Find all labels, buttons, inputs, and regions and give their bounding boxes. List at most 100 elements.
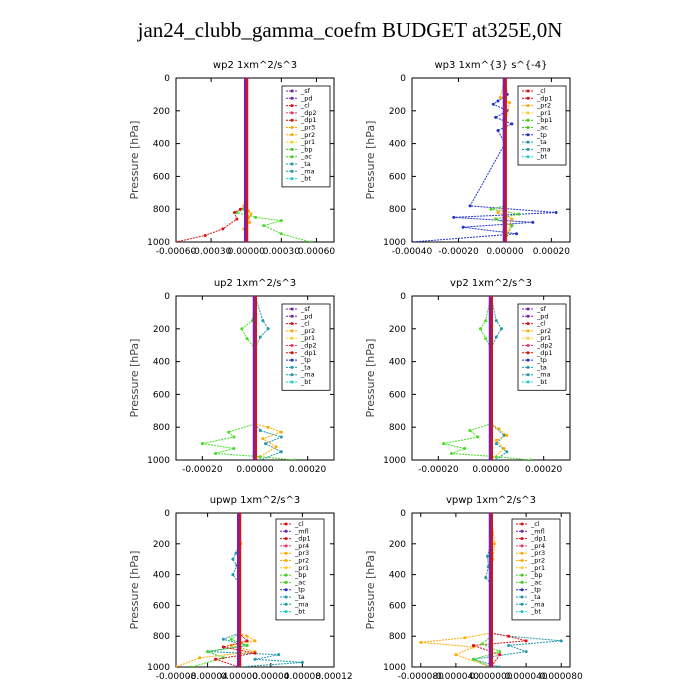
y-tick-label: 1000 xyxy=(383,456,406,466)
data-point xyxy=(468,428,472,432)
panel-title: vp2 1xm^2/s^3 xyxy=(450,278,532,289)
data-point xyxy=(484,337,488,341)
x-tick-label: 0.00008 xyxy=(284,672,321,682)
data-point xyxy=(309,240,313,242)
data-point xyxy=(261,319,265,323)
legend-marker xyxy=(284,529,288,533)
y-tick-label: 0 xyxy=(400,74,406,84)
data-point xyxy=(493,542,497,546)
series-group xyxy=(176,78,313,242)
legend-marker xyxy=(290,169,294,173)
legend-label: _pr2 xyxy=(300,131,315,139)
legend: _cl_dp1_pr2_pr1_bp1_ac_tp_ta_ma_bt xyxy=(517,85,567,166)
y-tick-label: 200 xyxy=(153,325,170,335)
legend-label: _bt xyxy=(530,608,541,616)
data-point xyxy=(502,433,506,437)
y-axis-label: Pressure [hPa] xyxy=(364,121,377,200)
legend-label: _cl xyxy=(536,320,546,328)
data-point xyxy=(258,458,262,460)
legend: _sf_pd_cl_dp2_dp1_pr3_pr2_pr1_bp_ac_ta_m… xyxy=(281,85,331,188)
data-point xyxy=(176,665,178,667)
data-point xyxy=(450,451,453,455)
legend-marker xyxy=(290,96,294,100)
x-tick-label: 0.00012 xyxy=(315,672,352,682)
data-point xyxy=(510,224,514,228)
legend-marker xyxy=(290,336,294,340)
data-point xyxy=(419,640,423,644)
legend: _cl_mfl_dp1_pr4_pr3_pr2_pr1_bp_ac_tp_ta_… xyxy=(275,518,325,621)
legend-label: _pr4 xyxy=(294,542,309,550)
legend-marker xyxy=(290,314,294,318)
legend-box xyxy=(281,303,331,391)
legend-label: _sf xyxy=(536,305,547,313)
legend-label: _dp1 xyxy=(300,116,317,124)
legend-marker xyxy=(526,140,530,144)
legend-marker xyxy=(526,322,530,326)
legend-label: _ma xyxy=(300,371,315,379)
x-tick-label: 0.00020 xyxy=(533,247,570,257)
data-point xyxy=(245,643,249,647)
x-tick-label: -0.00040 xyxy=(392,247,433,257)
legend-marker xyxy=(284,522,288,526)
y-tick-label: 800 xyxy=(389,632,406,642)
legend-label: _ma xyxy=(294,600,309,608)
data-point xyxy=(554,210,558,214)
y-axis-label: Pressure [hPa] xyxy=(364,339,377,418)
y-tick-label: 600 xyxy=(389,601,406,611)
data-point xyxy=(461,225,465,229)
y-tick-label: 600 xyxy=(389,390,406,400)
panel-3: up2 1xm^2/s^3 Pressure [hPa] 0 200 400 600 800… xyxy=(128,278,335,475)
legend-label: _dp1 xyxy=(300,349,317,357)
legend-marker xyxy=(526,351,530,355)
x-tick-label: 0.00020 xyxy=(525,465,562,475)
legend: _sf_pd_cl_pr2_pr1_dp2_dp1_tp_ta_ma_bt xyxy=(281,303,331,391)
legend-label: _dp1 xyxy=(294,535,311,543)
y-tick-label: 800 xyxy=(153,423,170,433)
y-tick-label: 400 xyxy=(153,571,170,581)
y-tick-label: 200 xyxy=(153,540,170,550)
data-point xyxy=(507,634,511,638)
legend-marker xyxy=(520,566,524,570)
data-point xyxy=(235,217,239,221)
data-point xyxy=(293,458,296,460)
x-tick-label: 0.00030 xyxy=(263,247,300,257)
data-point xyxy=(559,639,563,643)
panel-2: wp3 1xm^{3} s^{-4} Pressure [hPa] 0 200 400 6… xyxy=(364,60,571,257)
data-point xyxy=(484,319,488,323)
legend-marker xyxy=(520,537,524,541)
data-point xyxy=(198,656,202,660)
data-point xyxy=(485,554,489,558)
y-tick-label: 1000 xyxy=(147,238,170,248)
legend-label: _ma xyxy=(536,371,551,379)
legend-marker xyxy=(290,351,294,355)
legend-marker xyxy=(290,104,294,108)
legend-label: _pr1 xyxy=(300,334,315,342)
y-tick-label: 400 xyxy=(389,571,406,581)
y-tick-label: 400 xyxy=(153,358,170,368)
figure-title: jan24_clubb_gamma_coefm BUDGET at325E,0N xyxy=(137,18,563,42)
series-group xyxy=(419,513,563,667)
series-group xyxy=(176,513,304,667)
legend-label: _ma xyxy=(536,145,551,153)
series-line-dp2 xyxy=(202,296,295,460)
legend-label: _sf xyxy=(300,87,311,95)
data-point xyxy=(507,643,511,647)
x-tick-label: 0.00020 xyxy=(289,465,326,475)
data-point xyxy=(497,427,501,431)
legend-marker xyxy=(284,537,288,541)
x-tick-label: 0.00000 xyxy=(228,247,265,257)
legend-marker xyxy=(526,111,530,115)
legend-label: _bt xyxy=(294,608,305,616)
data-point xyxy=(498,650,502,654)
data-point xyxy=(505,433,509,437)
data-point xyxy=(258,335,262,339)
y-tick-label: 200 xyxy=(153,107,170,117)
plot-frame xyxy=(175,512,335,668)
legend-marker xyxy=(290,307,294,311)
legend-marker xyxy=(520,551,524,555)
y-axis-label: Pressure [hPa] xyxy=(128,121,141,200)
legend-label: _cl xyxy=(294,520,304,528)
legend-label: _cl xyxy=(300,102,310,110)
data-point xyxy=(231,573,235,577)
